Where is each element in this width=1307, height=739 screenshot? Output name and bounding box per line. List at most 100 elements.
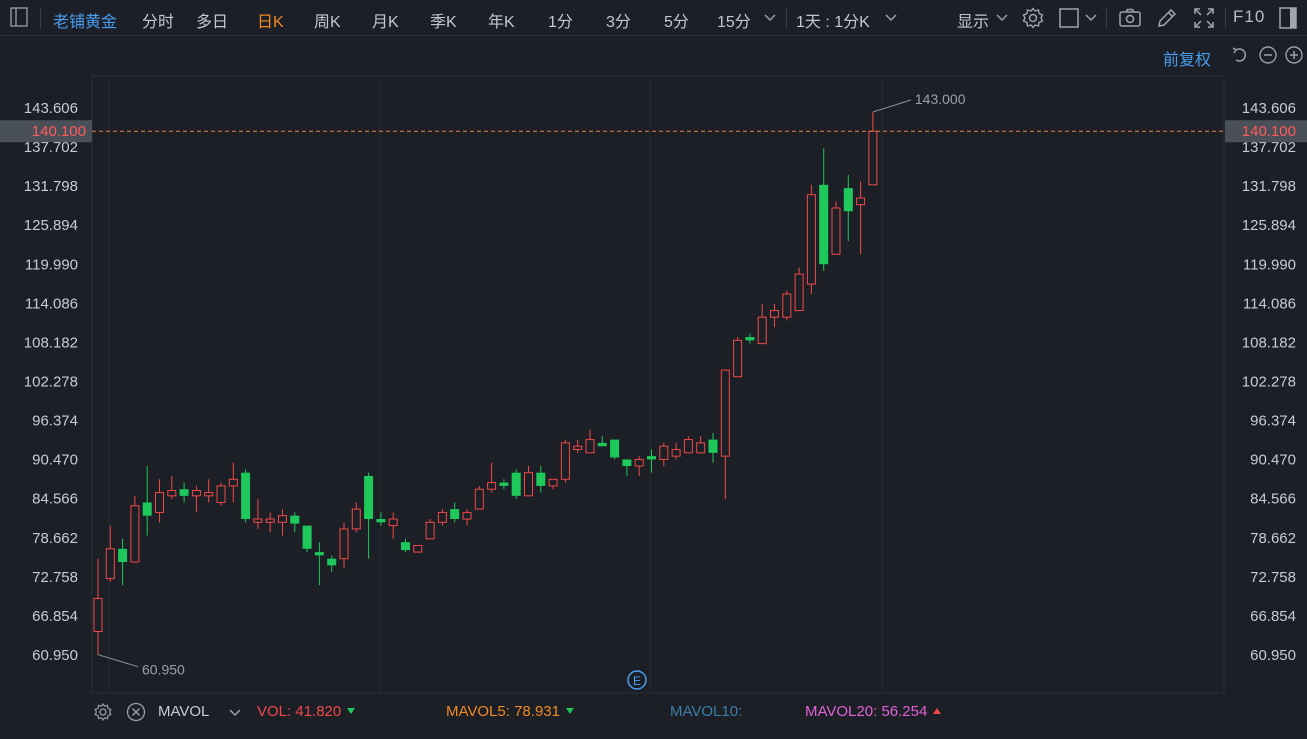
adjust-mode-button[interactable]: 前复权 [1162,52,1211,69]
candle-body [647,456,656,460]
candle-body [118,548,128,563]
candle-body [228,478,238,487]
candle [216,482,226,506]
event-marker-icon[interactable] [627,670,647,690]
candle-body [179,489,189,496]
candle-body [708,439,718,453]
close-icon[interactable] [126,702,146,722]
candle-body [93,597,103,633]
candle-body [733,339,743,378]
candle-body [450,509,460,520]
tab-monthly-k[interactable]: 月K [372,14,399,31]
candle-body [302,525,312,549]
candle-body [843,188,853,212]
candle-body [278,515,287,523]
candle [364,472,374,559]
candle [118,538,128,586]
candle-body [856,197,866,206]
tab-3min[interactable]: 3分 [606,14,631,31]
candle [290,512,300,533]
y-axis-left: 143.606 137.702 131.798 125.894 119.990 114.0… [24,100,78,664]
candle-body [610,439,620,458]
chevron-down-icon[interactable] [885,14,897,22]
y-tick-label: 114.086 [1243,295,1296,312]
vol-value: 41.820 [295,703,342,720]
sidebar-toggle-icon[interactable] [10,7,28,27]
fullscreen-icon[interactable] [1192,6,1216,30]
y-tick-label: 72.758 [32,569,78,586]
candle-body [806,194,816,285]
high-marker-label: 143.000 [915,91,966,107]
event-marker-label: E [633,674,641,688]
gear-icon[interactable] [1021,6,1045,30]
stock-name[interactable]: 老铺黄金 [53,14,118,31]
candle [770,303,779,328]
pencil-icon[interactable] [1155,6,1179,30]
candle [401,538,410,553]
undo-icon[interactable] [1231,45,1251,65]
tab-15min[interactable]: 15分 [717,14,751,31]
y-tick-label: 108.182 [24,334,78,351]
y-tick-label: 102.278 [1242,374,1296,391]
candle-body [597,442,607,447]
tab-1min[interactable]: 1分 [548,14,573,31]
y-tick-label: 72.758 [1250,569,1296,586]
gear-icon[interactable] [93,702,113,722]
candle [93,558,103,655]
vol-label: VOL: [257,703,292,720]
candle-body [573,445,583,451]
candle [499,479,509,490]
candle-body [105,548,115,580]
panel-toggle-icon[interactable] [1278,6,1300,30]
zoom-in-icon[interactable] [1284,45,1304,65]
candle [388,512,398,539]
current-price-label-right: 140.100 [1242,123,1296,140]
candle [622,459,632,476]
candle [683,436,693,454]
y-tick-label: 66.854 [1250,608,1296,625]
zoom-out-icon[interactable] [1258,45,1278,65]
tab-quarterly-k[interactable]: 季K [430,14,457,31]
up-arrow-icon [933,708,942,714]
candle-body [499,482,509,486]
indicator-select[interactable]: MAVOL [158,703,209,720]
candle-body [794,273,804,312]
camera-icon[interactable] [1118,6,1142,30]
mavol20-value: 56.254 [881,703,928,720]
candle [241,469,251,523]
indicator-select-label: MAVOL [158,703,210,720]
y-tick-label: 84.566 [32,491,78,508]
tab-5min[interactable]: 5分 [664,14,689,31]
chevron-down-icon[interactable] [1085,14,1097,22]
candle [142,466,152,536]
f10-button[interactable]: F10 [1233,7,1266,26]
candle-body [413,544,423,553]
tab-intraday[interactable]: 分时 [142,14,175,31]
candle [425,519,435,540]
tab-yearly-k[interactable]: 年K [488,14,515,31]
range-select[interactable]: 1天 : 1分K [796,8,870,32]
volume-indicator-bar: MAVOL VOL: 41.820 MAVOL5: 78.931 MAVOL10… [0,698,1307,728]
chevron-down-icon[interactable] [229,709,241,717]
mavol20-readout: MAVOL20: 56.254 [805,703,942,720]
chevron-down-icon[interactable] [996,14,1008,22]
candles [93,112,878,655]
low-marker-line [97,654,139,668]
candle-body [401,542,410,551]
toolbar: 老铺黄金 分时 多日 日K 周K 月K 季K 年K 1分 3分 5分 15分 1… [0,0,1307,36]
y-tick-label: 143.606 [24,100,78,117]
toolbar-divider [1225,8,1226,28]
tab-multi-day[interactable]: 多日 [196,14,229,31]
candle-body [770,310,779,318]
chevron-down-icon[interactable] [764,14,776,22]
candle [560,439,570,483]
current-price-tag-right [1225,120,1307,143]
display-menu[interactable]: 显示 [957,8,989,32]
overlay-square-icon[interactable] [1058,6,1082,30]
tab-daily-k[interactable]: 日K [257,14,284,31]
candle [253,499,263,529]
candle [130,495,140,563]
tab-weekly-k[interactable]: 周K [314,14,341,31]
candle [671,442,681,460]
